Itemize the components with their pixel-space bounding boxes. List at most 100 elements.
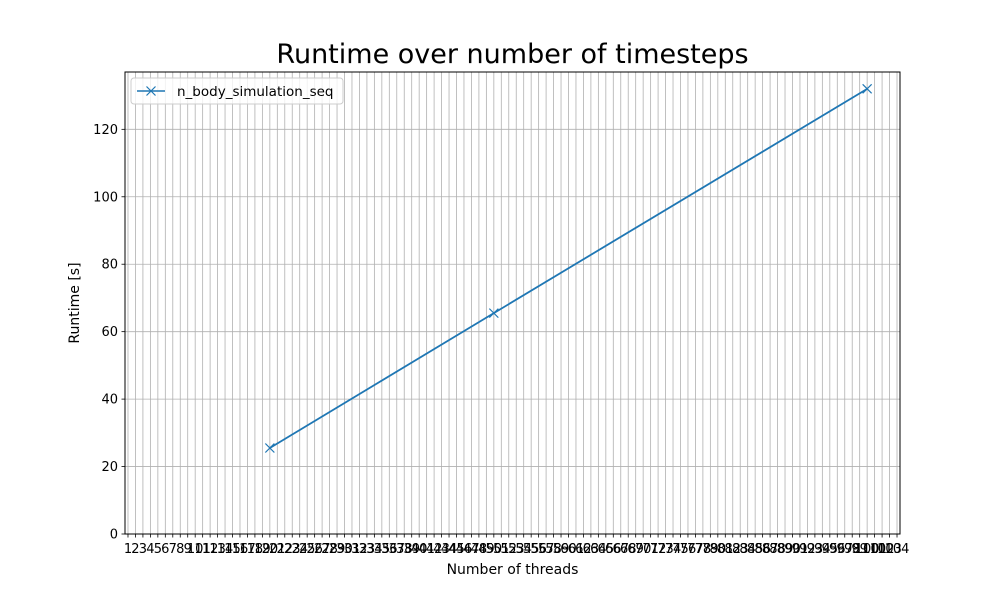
x-tick-label: 45: [448, 542, 465, 557]
x-tick-label: 90: [784, 542, 801, 557]
x-tick-label: 63: [583, 542, 600, 557]
x-tick-label: 12: [202, 542, 219, 557]
x-tick-label: 76: [680, 542, 697, 557]
x-tick-label: 10: [187, 542, 204, 557]
plot-area-frame: [124, 71, 901, 535]
x-tick-label: 86: [754, 542, 771, 557]
x-tick-label: 52: [500, 542, 517, 557]
x-tick-label: 64: [590, 542, 607, 557]
y-tick-label: 20: [101, 460, 118, 475]
x-tick-label: 100: [855, 542, 880, 557]
x-tick-label: 92: [799, 542, 816, 557]
x-tick-label: 85: [747, 542, 764, 557]
x-tick-label: 20: [262, 542, 279, 557]
x-tick-label: 37: [388, 542, 405, 557]
x-tick-label: 59: [553, 542, 570, 557]
x-tick-label: 61: [568, 542, 585, 557]
x-tick-label: 41: [418, 542, 435, 557]
x-tick-label: 68: [620, 542, 637, 557]
x-tick-label: 82: [724, 542, 741, 557]
x-tick-label: 17: [239, 542, 256, 557]
x-tick-label: 98: [844, 542, 861, 557]
x-tick-label: 16: [232, 542, 249, 557]
x-tick-label: 103: [877, 542, 902, 557]
y-axis-label: Runtime [s]: [67, 262, 83, 343]
x-tick-label: 72: [650, 542, 667, 557]
x-tick-label: 66: [605, 542, 622, 557]
legend-entry-label: n_body_simulation_seq: [177, 84, 333, 100]
x-tick-label: 13: [209, 542, 226, 557]
legend-box: [130, 77, 344, 105]
x-tick-label: 31: [344, 542, 361, 557]
x-tick-label: 2: [131, 542, 139, 557]
x-tick-label: 24: [291, 542, 308, 557]
x-tick-label: 47: [463, 542, 480, 557]
x-tick-label: 84: [739, 542, 756, 557]
y-tick-label: 80: [101, 258, 118, 273]
x-tick-label: 34: [366, 542, 383, 557]
x-tick-label: 65: [598, 542, 615, 557]
legend-marker-x: [146, 86, 156, 96]
x-tick-label: 53: [508, 542, 525, 557]
x-tick-label: 40: [411, 542, 428, 557]
x-tick-label: 99: [851, 542, 868, 557]
y-tick-label: 120: [93, 123, 118, 138]
x-tick-label: 4: [146, 542, 154, 557]
grid: [125, 72, 900, 535]
x-tick-label: 8: [176, 542, 184, 557]
x-tick-label: 27: [314, 542, 331, 557]
x-tick-label: 38: [396, 542, 413, 557]
x-tick-label: 5: [154, 542, 162, 557]
x-tick-label: 87: [762, 542, 779, 557]
x-tick-label: 58: [545, 542, 562, 557]
x-tick-label: 57: [538, 542, 555, 557]
x-tick-label: 30: [336, 542, 353, 557]
marker-stroke: [862, 83, 873, 94]
x-tick-label: 1: [124, 542, 132, 557]
x-tick-label: 77: [687, 542, 704, 557]
x-tick-label: 83: [732, 542, 749, 557]
x-tick-label: 51: [493, 542, 510, 557]
y-tick-label: 60: [101, 325, 118, 340]
marker-stroke: [264, 443, 275, 453]
x-tick-label: 104: [885, 542, 910, 557]
x-tick-label: 75: [672, 542, 689, 557]
x-tick-label: 80: [710, 542, 727, 557]
x-tick-label: 49: [478, 542, 495, 557]
x-tick-label: 71: [642, 542, 659, 557]
y-tick-label: 40: [101, 393, 118, 408]
x-tick-label: 36: [381, 542, 398, 557]
x-tick-label: 32: [351, 542, 368, 557]
x-tick-label: 67: [612, 542, 629, 557]
chart-title: Runtime over number of timesteps: [276, 39, 748, 70]
x-tick-label: 26: [306, 542, 323, 557]
marker-stroke: [488, 308, 499, 319]
x-tick-label: 6: [161, 542, 169, 557]
x-tick-label: 62: [575, 542, 592, 557]
data-point-marker: [264, 443, 275, 453]
x-tick-label: 93: [807, 542, 824, 557]
x-tick-label: 3: [139, 542, 147, 557]
x-tick-label: 50: [486, 542, 503, 557]
marker-stroke: [146, 86, 156, 96]
x-tick-label: 73: [657, 542, 674, 557]
x-tick-label: 25: [299, 542, 316, 557]
x-tick-label: 81: [717, 542, 734, 557]
x-tick-label: 15: [224, 542, 241, 557]
x-tick-label: 18: [247, 542, 264, 557]
legend: n_body_simulation_seq: [130, 77, 344, 105]
x-tick-label: 95: [822, 542, 839, 557]
x-tick-label: 60: [560, 542, 577, 557]
x-tick-label: 70: [635, 542, 652, 557]
data-point-marker: [488, 308, 499, 319]
x-tick-label: 74: [665, 542, 682, 557]
x-tick-label: 69: [627, 542, 644, 557]
axis-ticks: 1 2 3 4 5 6 7 8 91011121314151617181920212223242…: [93, 123, 909, 557]
x-tick-label: 88: [769, 542, 786, 557]
data-point-marker: [862, 83, 873, 94]
x-tick-label: 89: [777, 542, 794, 557]
x-tick-label: 14: [217, 542, 234, 557]
x-tick-label: 33: [359, 542, 376, 557]
y-tick-label: 0: [110, 528, 118, 543]
